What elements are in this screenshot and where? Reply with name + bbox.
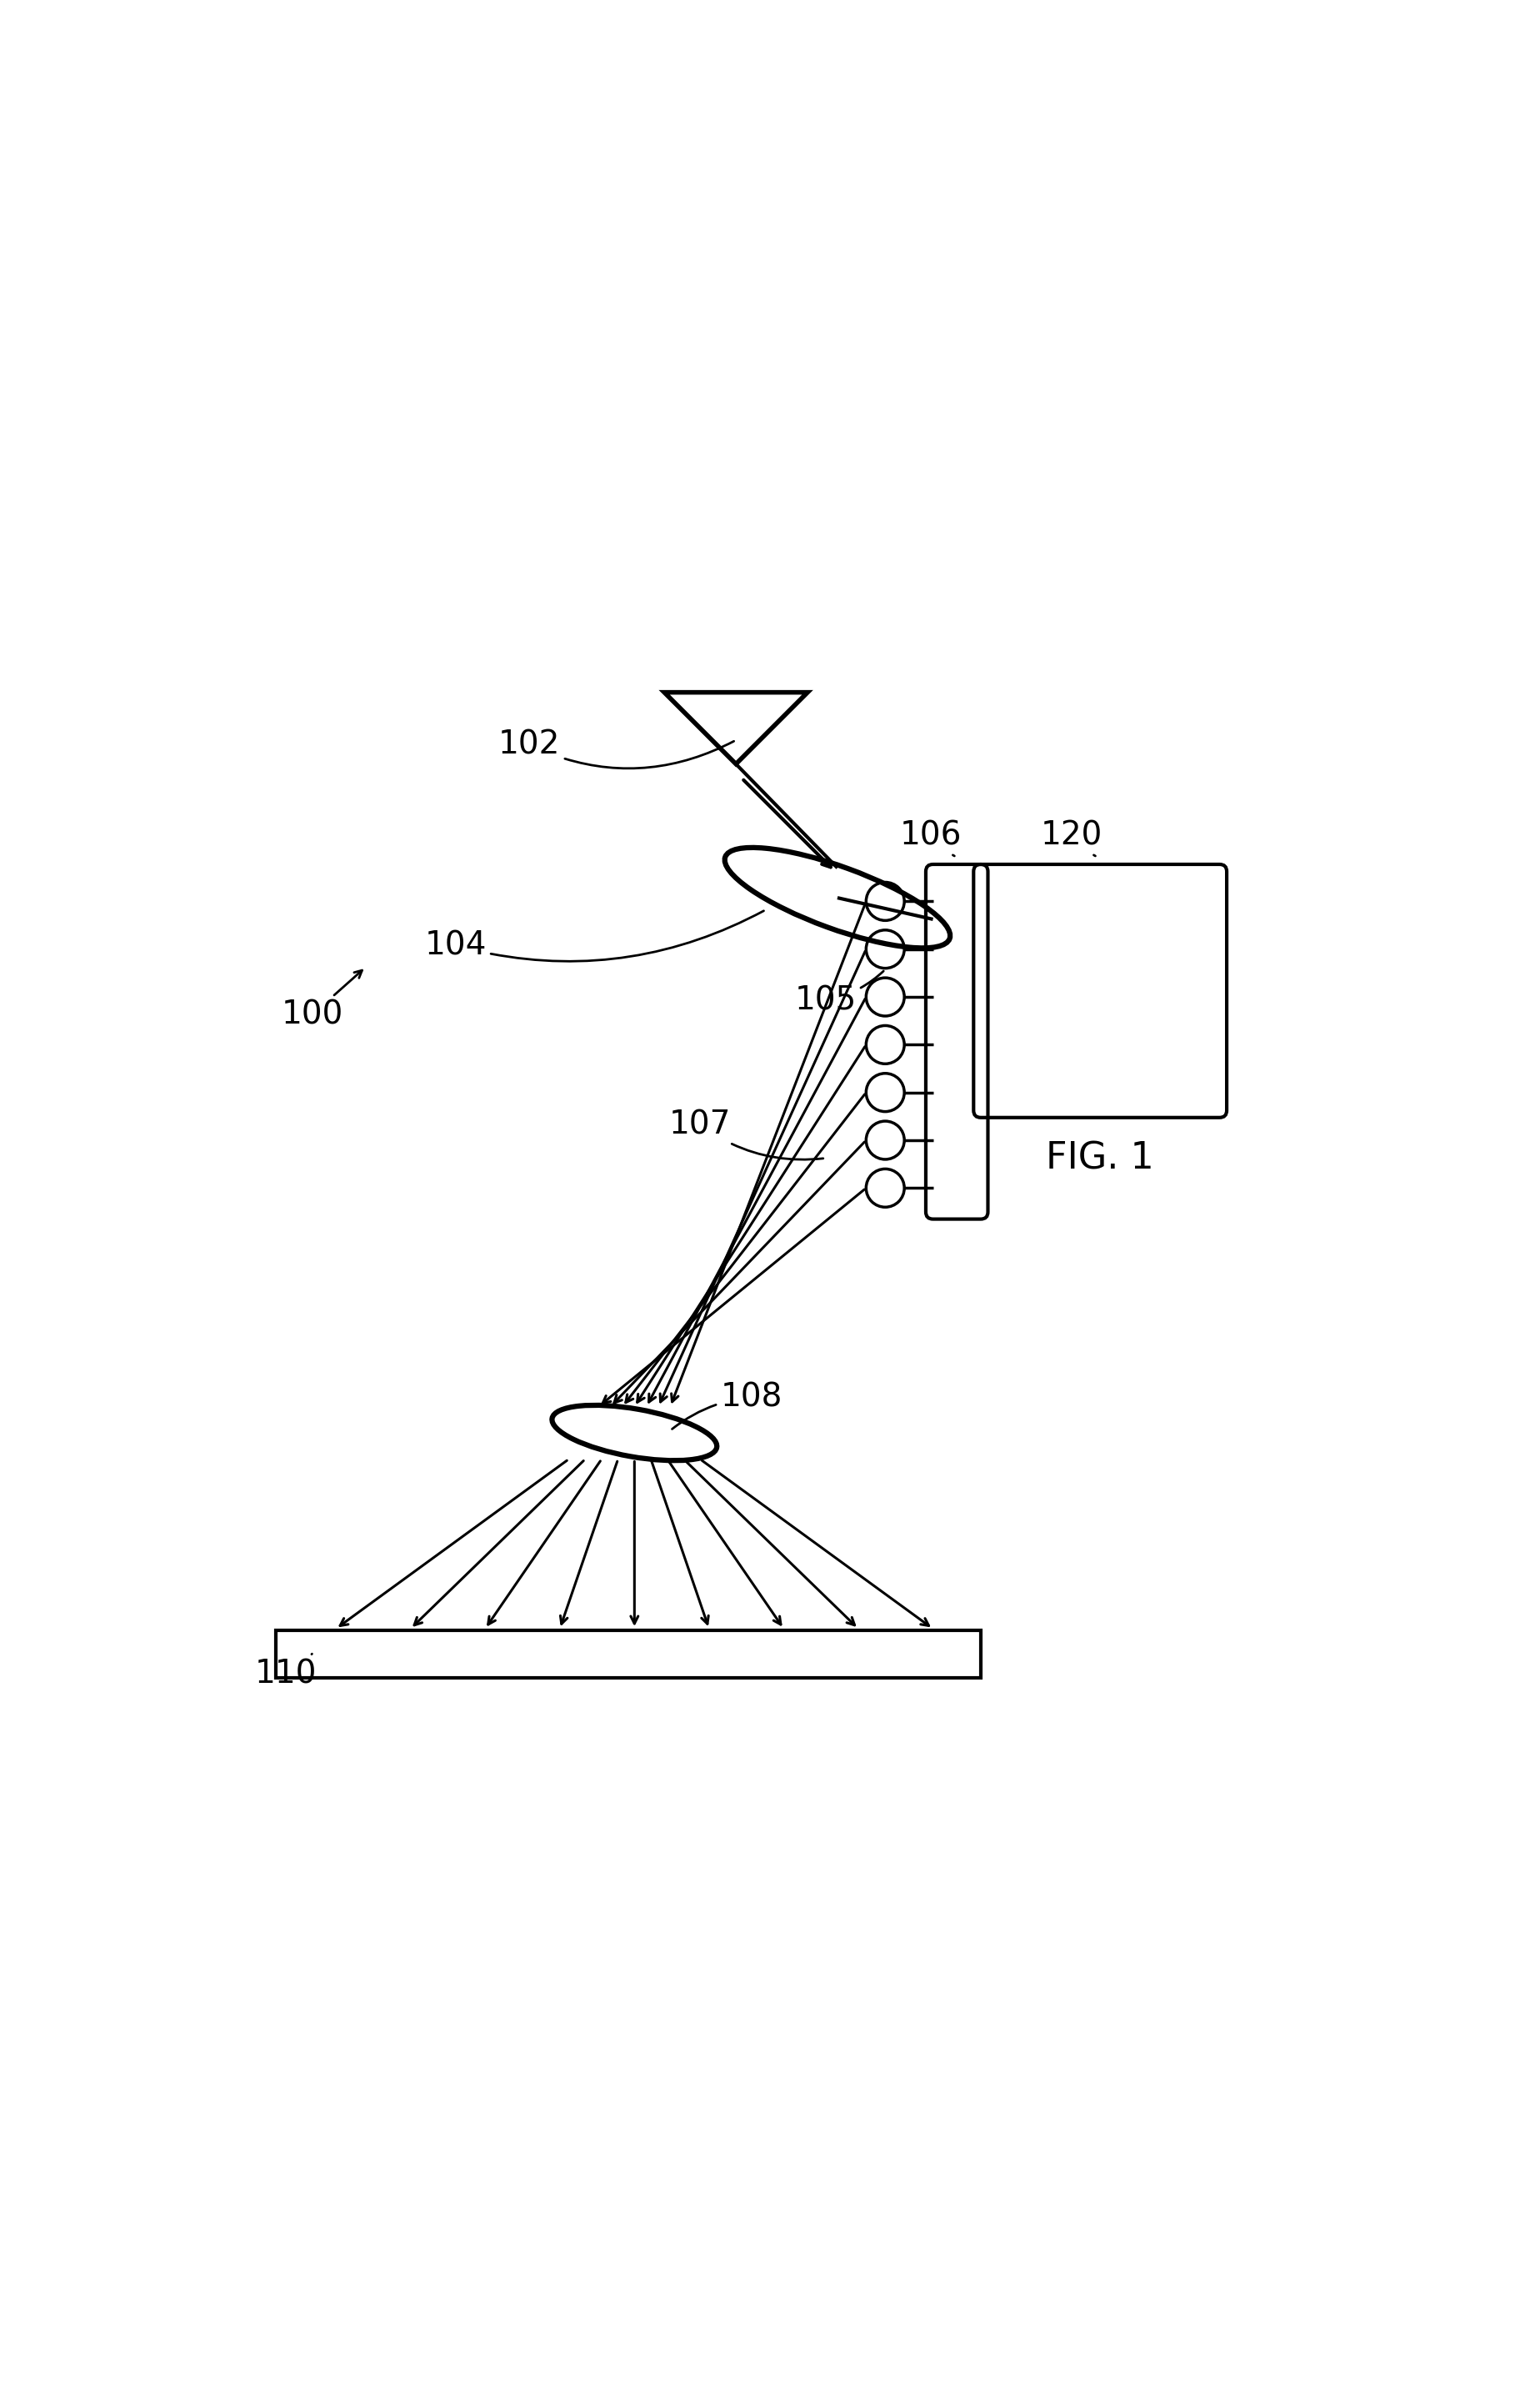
Bar [276,1631,981,1679]
Text: 104: 104 [424,910,764,962]
Text: 110: 110 [254,1655,317,1691]
Text: 102: 102 [497,728,733,769]
Text: 108: 108 [671,1380,782,1428]
Text: 105: 105 [795,972,882,1017]
Text: 106: 106 [899,819,961,855]
Text: 100: 100 [280,970,362,1032]
Text: FIG. 1: FIG. 1 [1046,1139,1153,1175]
Text: 107: 107 [668,1108,822,1161]
Text: 120: 120 [1040,819,1103,855]
